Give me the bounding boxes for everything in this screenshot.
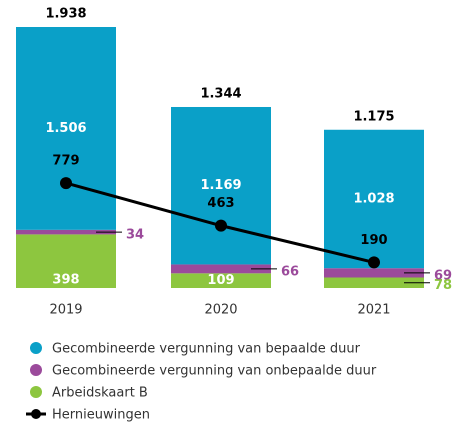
legend-marker bbox=[31, 409, 41, 419]
value-label: 66 bbox=[281, 264, 299, 279]
x-tick-label: 2021 bbox=[357, 303, 390, 318]
bar-segment bbox=[171, 273, 271, 288]
value-label: 1.506 bbox=[45, 121, 86, 136]
line-label: 463 bbox=[207, 196, 234, 211]
bar-segment bbox=[324, 129, 424, 269]
bar-segment bbox=[171, 264, 271, 274]
value-label: 34 bbox=[126, 228, 144, 243]
total-label: 1.175 bbox=[353, 109, 394, 124]
legend-marker bbox=[30, 386, 42, 398]
value-label: 78 bbox=[434, 278, 452, 293]
value-label: 1.028 bbox=[353, 191, 394, 206]
x-tick-label: 2019 bbox=[49, 303, 82, 318]
bar-segment bbox=[324, 268, 424, 278]
bar-segment bbox=[16, 229, 116, 235]
line-marker bbox=[215, 219, 227, 232]
value-label: 1.169 bbox=[200, 178, 241, 193]
legend-label: Gecombineerde vergunning van bepaalde du… bbox=[52, 342, 361, 357]
line-label: 779 bbox=[52, 154, 79, 169]
legend-label: Gecombineerde vergunning van onbepaalde … bbox=[52, 364, 377, 379]
value-label: 69 bbox=[434, 268, 452, 283]
value-label: 398 bbox=[52, 273, 79, 288]
x-tick-label: 2020 bbox=[204, 303, 237, 318]
line-marker bbox=[60, 177, 72, 190]
bar-segment bbox=[324, 277, 424, 288]
total-label: 1.938 bbox=[45, 7, 86, 22]
line-label: 190 bbox=[360, 233, 387, 248]
bar-segment bbox=[16, 234, 116, 288]
bar-segment bbox=[16, 27, 116, 230]
line-marker bbox=[368, 256, 380, 269]
legend-marker bbox=[30, 364, 42, 376]
legend-label: Arbeidskaart B bbox=[52, 386, 148, 401]
total-label: 1.344 bbox=[200, 86, 241, 101]
bar-segment bbox=[171, 106, 271, 265]
legend-label: Hernieuwingen bbox=[52, 408, 150, 423]
value-label: 109 bbox=[207, 273, 234, 288]
legend-marker bbox=[30, 342, 42, 354]
